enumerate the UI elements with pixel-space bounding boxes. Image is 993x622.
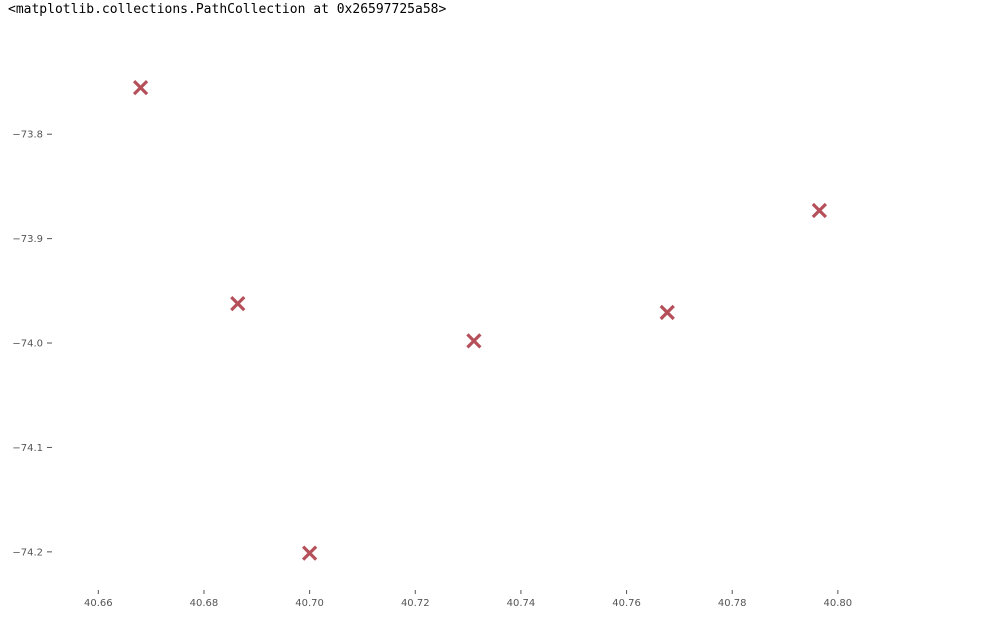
x-tick-label: 40.74 <box>507 598 536 609</box>
x-tick-label: 40.76 <box>612 598 641 609</box>
x-tick-label: 40.70 <box>295 598 324 609</box>
scatter-points <box>132 80 828 561</box>
scatter-point-x-marker <box>132 80 149 96</box>
y-tick-label: −73.9 <box>12 234 43 245</box>
cell-output-text: <matplotlib.collections.PathCollection a… <box>8 2 447 17</box>
y-tick-label: −74.1 <box>12 443 43 454</box>
y-tick-label: −74.0 <box>12 339 43 350</box>
y-tick-label: −74.2 <box>12 547 43 558</box>
x-tick-label: 40.68 <box>190 598 219 609</box>
x-tick-label: 40.80 <box>824 598 853 609</box>
scatter-point-x-marker <box>811 202 828 219</box>
scatter-point-x-marker <box>659 304 675 321</box>
y-tick-label: −73.8 <box>12 130 43 141</box>
x-axis-ticks: 40.66 40.68 40.70 40.72 40.74 40.76 40.78 40.80 <box>84 590 852 609</box>
x-tick-label: 40.66 <box>84 598 113 609</box>
scatter-point-x-marker <box>301 545 318 561</box>
y-axis-ticks: −73.8 −73.9 −74.0 −74.1 −74.2 <box>12 130 52 558</box>
scatter-point-x-marker <box>466 333 482 349</box>
scatter-point-x-marker <box>230 296 246 312</box>
x-tick-label: 40.78 <box>718 598 747 609</box>
x-tick-label: 40.72 <box>401 598 430 609</box>
